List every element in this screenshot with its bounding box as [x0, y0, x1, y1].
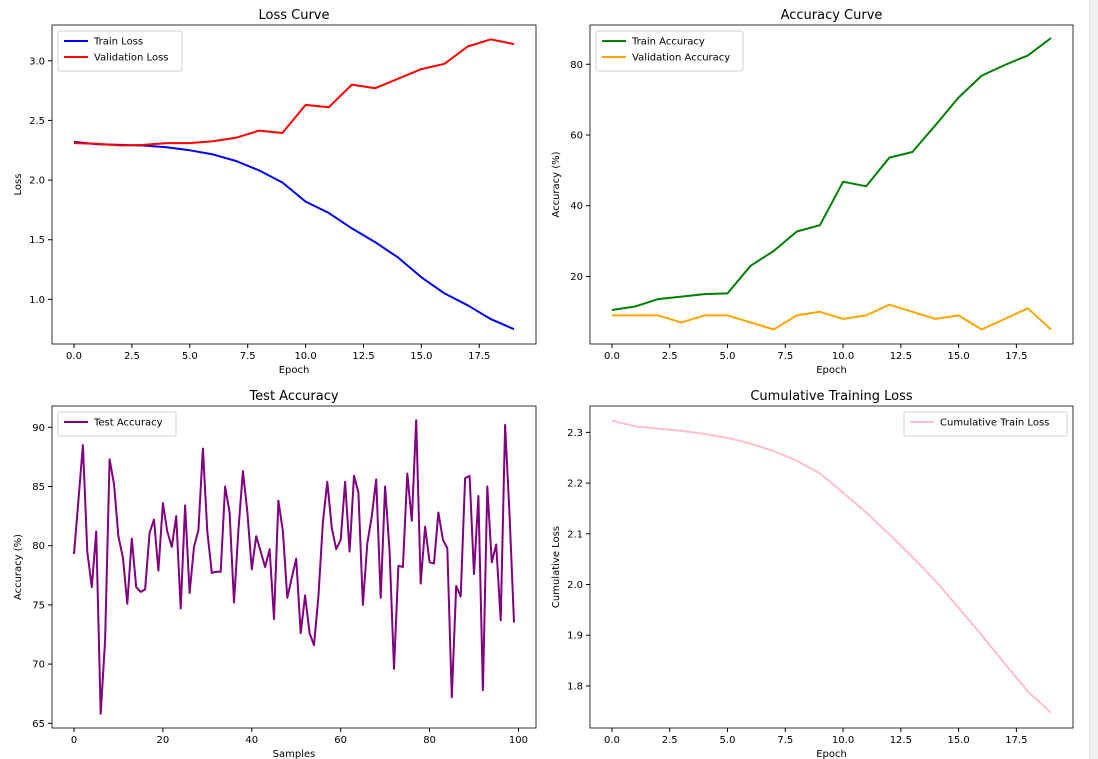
loss-curve-legend-box — [57, 30, 183, 72]
test-accuracy-series-test-accuracy — [73, 419, 515, 715]
cumulative-loss-y-tick-label: 2.2 — [567, 479, 583, 490]
loss-curve-y-tick-label: 3.0 — [29, 56, 45, 67]
accuracy-curve-x-tick-label: 0.0 — [604, 351, 620, 362]
cumulative-loss-x-tick-label: 5.0 — [720, 735, 736, 746]
loss-curve-x-tick-label: 2.5 — [124, 351, 140, 362]
loss-curve-x-axis-label: Epoch — [279, 365, 310, 376]
cumulative-loss-x-tick-label: 15.0 — [947, 735, 969, 746]
test-accuracy-x-tick-label: 100 — [509, 735, 528, 746]
accuracy-curve-y-axis-label: Accuracy (%) — [551, 151, 562, 217]
accuracy-curve-legend-label-train-accuracy: Train Accuracy — [631, 37, 705, 48]
cumulative-loss-x-tick-label: 2.5 — [662, 735, 678, 746]
test-accuracy-y-axis-label: Accuracy (%) — [13, 534, 24, 600]
cumulative-loss-y-tick-label: 2.0 — [567, 580, 583, 591]
loss-curve-legend-label-validation-loss: Validation Loss — [94, 53, 169, 64]
test-accuracy-legend-box — [57, 411, 177, 437]
test-accuracy-y-tick-label: 85 — [32, 482, 45, 493]
accuracy-curve-x-tick-label: 5.0 — [720, 351, 736, 362]
test-accuracy-x-tick-label: 40 — [245, 735, 258, 746]
accuracy-curve-frame — [589, 24, 1074, 345]
test-accuracy-y-tick-label: 65 — [32, 719, 45, 730]
accuracy-curve-x-tick-label: 15.0 — [947, 351, 969, 362]
cumulative-loss-title: Cumulative Training Loss — [750, 389, 912, 404]
accuracy-curve-x-axis-label: Epoch — [816, 365, 847, 376]
accuracy-curve-series-train-accuracy — [611, 37, 1052, 311]
cumulative-loss-y-tick-label: 1.9 — [567, 631, 583, 642]
loss-curve-x-tick-label: 0.0 — [66, 351, 82, 362]
accuracy-curve-y-tick-label: 60 — [570, 130, 583, 141]
accuracy-curve-x-tick-label: 7.5 — [777, 351, 793, 362]
chart-loss-curve: Loss Curve 0.0 2.5 5.0 7.5 10.0 12.5 15.0 17.5 1.… — [13, 8, 537, 376]
loss-curve-series-train-loss — [73, 140, 515, 331]
accuracy-curve-x-tick-label: 12.5 — [890, 351, 912, 362]
cumulative-loss-legend-box — [903, 411, 1068, 437]
accuracy-curve-y-tick-label: 40 — [570, 201, 583, 212]
loss-curve-x-tick-label: 10.0 — [294, 351, 316, 362]
cumulative-loss-legend-label-cumulative-train-loss: Cumulative Train Loss — [940, 418, 1049, 429]
accuracy-curve-x-tick-label: 17.5 — [1005, 351, 1027, 362]
loss-curve-x-tick-label: 7.5 — [240, 351, 256, 362]
cumulative-loss-plot-area — [590, 406, 1073, 728]
loss-curve-y-tick-label: 2.5 — [29, 116, 45, 127]
cumulative-loss-y-tick-label: 2.3 — [567, 428, 583, 439]
accuracy-curve-legend: Train Accuracy Validation Accuracy — [595, 30, 744, 72]
cumulative-loss-x-tick-label: 7.5 — [777, 735, 793, 746]
accuracy-curve-series-validation-accuracy — [612, 303, 1052, 331]
test-accuracy-x-tick-label: 60 — [334, 735, 347, 746]
test-accuracy-frame — [51, 405, 537, 729]
loss-curve-x-tick-label: 17.5 — [468, 351, 490, 362]
loss-curve-frame — [51, 24, 537, 345]
accuracy-curve-plot-area — [590, 25, 1073, 344]
accuracy-curve-x-tick-label: 2.5 — [662, 351, 678, 362]
accuracy-curve-x-tick-label: 10.0 — [832, 351, 854, 362]
loss-curve-plot-area — [52, 25, 536, 344]
accuracy-curve-y-tick-label: 20 — [570, 272, 583, 283]
test-accuracy-legend-label-test-accuracy: Test Accuracy — [93, 418, 163, 429]
test-accuracy-legend: Test Accuracy — [57, 411, 177, 437]
cumulative-loss-x-tick-label: 0.0 — [604, 735, 620, 746]
cumulative-loss-y-tick-label: 2.1 — [567, 529, 583, 540]
cumulative-loss-legend: Cumulative Train Loss — [903, 411, 1068, 437]
chart-accuracy-curve: Accuracy Curve 0.0 2.5 5.0 7.5 10.0 12.5 15.0 17… — [551, 8, 1074, 376]
loss-curve-y-tick-label: 2.0 — [29, 176, 45, 187]
loss-curve-y-axis-label: Loss — [13, 174, 24, 196]
test-accuracy-x-axis-label: Samples — [273, 749, 316, 759]
test-accuracy-y-tick-label: 70 — [32, 660, 45, 671]
loss-curve-x-tick-label: 12.5 — [352, 351, 374, 362]
accuracy-curve-y-tick-label: 80 — [570, 60, 583, 71]
test-accuracy-y-tick-label: 80 — [32, 541, 45, 552]
cumulative-loss-y-tick-label: 1.8 — [567, 681, 583, 692]
cumulative-loss-series-cumulative-train-loss — [611, 419, 1052, 714]
test-accuracy-x-tick-label: 0 — [71, 735, 77, 746]
accuracy-curve-title: Accuracy Curve — [781, 8, 883, 23]
loss-curve-title: Loss Curve — [259, 8, 330, 23]
accuracy-curve-legend-box — [595, 30, 744, 72]
cumulative-loss-x-tick-label: 17.5 — [1005, 735, 1027, 746]
cumulative-loss-frame — [589, 405, 1074, 729]
accuracy-curve-legend-label-validation-accuracy: Validation Accuracy — [632, 53, 730, 64]
cumulative-loss-x-tick-label: 10.0 — [832, 735, 854, 746]
scrollbar[interactable] — [1089, 0, 1098, 759]
cumulative-loss-x-tick-label: 12.5 — [890, 735, 912, 746]
chart-cumulative-loss: Cumulative Training Loss 0.0 2.5 5.0 7.5 10.0… — [551, 389, 1074, 759]
chart-test-accuracy: Test Accuracy 0 20 40 60 80 100 65 70 75 80 85 90 Sam… — [13, 389, 537, 759]
loss-curve-series-validation-loss — [73, 38, 515, 147]
loss-curve-legend-label-train-loss: Train Loss — [93, 37, 143, 48]
test-accuracy-title: Test Accuracy — [248, 389, 338, 404]
loss-curve-legend: Train Loss Validation Loss — [57, 30, 183, 72]
loss-curve-y-tick-label: 1.0 — [29, 295, 45, 306]
test-accuracy-x-tick-label: 20 — [157, 735, 170, 746]
test-accuracy-y-tick-label: 90 — [32, 423, 45, 434]
test-accuracy-x-tick-label: 80 — [423, 735, 436, 746]
cumulative-loss-x-axis-label: Epoch — [816, 749, 847, 759]
test-accuracy-y-tick-label: 75 — [32, 600, 45, 611]
loss-curve-x-tick-label: 5.0 — [182, 351, 198, 362]
loss-curve-x-tick-label: 15.0 — [410, 351, 432, 362]
loss-curve-y-tick-label: 1.5 — [29, 235, 45, 246]
cumulative-loss-y-axis-label: Cumulative Loss — [551, 526, 562, 608]
